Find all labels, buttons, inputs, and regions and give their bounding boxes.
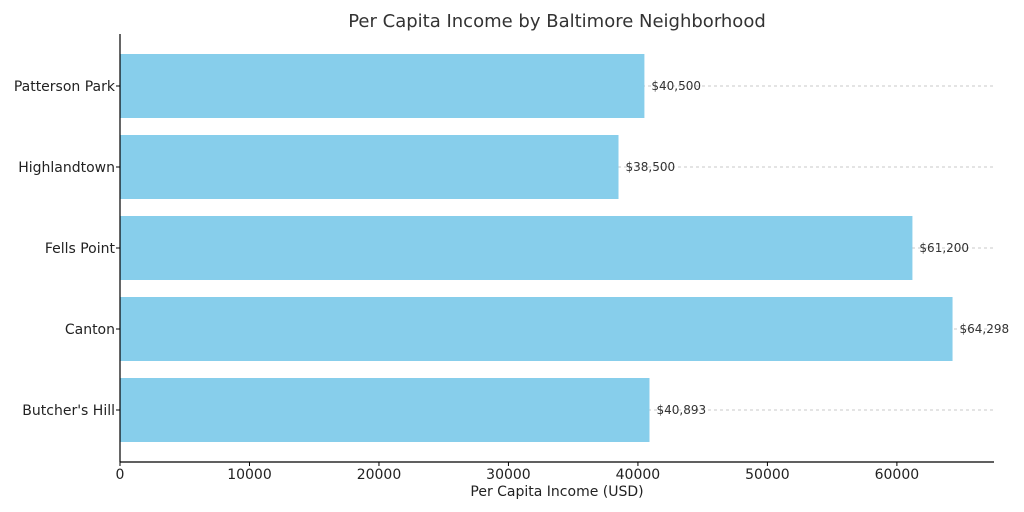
bar-fells-point <box>120 216 913 280</box>
y-tick-label-fells-point: Fells Point <box>45 241 116 257</box>
y-tick-label-canton: Canton <box>65 322 115 338</box>
x-tick-label: 50000 <box>745 467 790 483</box>
x-tick-label: 20000 <box>357 467 402 483</box>
y-tick-label-highlandtown: Highlandtown <box>18 160 115 176</box>
x-tick-label: 30000 <box>486 467 531 483</box>
bars <box>120 54 953 442</box>
y-axis-ticks: Patterson Park Highlandtown Fells Point Can… <box>14 79 120 419</box>
data-label-canton: $64,298 <box>960 322 1010 336</box>
data-label-patterson-park: $40,500 <box>651 79 701 93</box>
chart-title: Per Capita Income by Baltimore Neighborh… <box>348 11 766 32</box>
x-tick-label: 60000 <box>875 467 920 483</box>
y-tick-label-butcher-s-hill: Butcher's Hill <box>22 403 115 419</box>
data-labels: $40,500 $38,500 $61,200 $64,298 $40,893 <box>626 79 1010 417</box>
bar-butcher-s-hill <box>120 378 650 442</box>
data-label-butcher-s-hill: $40,893 <box>656 403 706 417</box>
bar-patterson-park <box>120 54 645 118</box>
bar-highlandtown <box>120 135 619 199</box>
x-tick-label: 10000 <box>227 467 272 483</box>
x-axis-ticks: 0 10000 20000 30000 40000 50000 60000 <box>116 462 920 483</box>
y-tick-label-patterson-park: Patterson Park <box>14 79 116 95</box>
data-label-highlandtown: $38,500 <box>626 160 676 174</box>
bar-canton <box>120 297 953 361</box>
x-axis-label: Per Capita Income (USD) <box>470 484 643 500</box>
x-tick-label: 0 <box>116 467 125 483</box>
x-tick-label: 40000 <box>616 467 661 483</box>
data-label-fells-point: $61,200 <box>919 241 969 255</box>
